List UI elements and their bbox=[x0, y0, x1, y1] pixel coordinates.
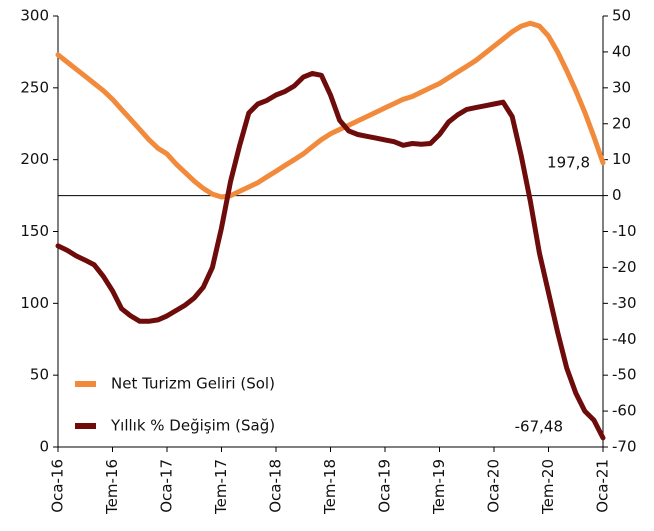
series-line bbox=[55, 71, 606, 441]
x-tick-label: Oca-21 bbox=[594, 459, 612, 513]
y2-tick-label: -20 bbox=[612, 258, 637, 276]
y2-tick-label: -60 bbox=[612, 402, 637, 420]
y-tick-label: 300 bbox=[20, 7, 49, 25]
y-tick-label: 0 bbox=[39, 438, 49, 456]
value-label: -67,48 bbox=[515, 417, 563, 435]
x-tick-label: Tem-17 bbox=[212, 459, 230, 515]
y2-tick-label: -10 bbox=[612, 222, 637, 240]
y2-tick-label: -70 bbox=[612, 438, 637, 456]
x-tick-label: Tem-20 bbox=[539, 459, 557, 515]
y-tick-label: 50 bbox=[30, 366, 49, 384]
x-tick-label: Tem-18 bbox=[321, 459, 339, 515]
y-tick-label: 100 bbox=[20, 294, 49, 312]
y2-tick-label: 20 bbox=[612, 114, 631, 132]
x-tick-label: Oca-19 bbox=[376, 459, 394, 513]
y2-tick-label: 0 bbox=[612, 186, 622, 204]
y2-tick-label: -50 bbox=[612, 366, 637, 384]
x-tick-label: Tem-19 bbox=[430, 459, 448, 515]
y2-tick-label: -40 bbox=[612, 330, 637, 348]
legend-label: Yıllık % Değişim (Sağ) bbox=[110, 417, 275, 435]
x-tick-label: Oca-18 bbox=[267, 459, 285, 513]
x-tick-label: Oca-17 bbox=[158, 459, 176, 513]
x-tick-label: Oca-16 bbox=[49, 459, 67, 513]
value-label: 197,8 bbox=[547, 153, 590, 171]
x-tick-label: Tem-16 bbox=[103, 459, 121, 515]
legend-label: Net Turizm Geliri (Sol) bbox=[111, 375, 275, 393]
y-tick-label: 250 bbox=[20, 78, 49, 96]
x-tick-label: Oca-20 bbox=[485, 459, 503, 513]
y2-tick-label: 50 bbox=[612, 7, 631, 25]
y-tick-label: 200 bbox=[20, 150, 49, 168]
y2-tick-label: 10 bbox=[612, 150, 631, 168]
y2-tick-label: -30 bbox=[612, 294, 637, 312]
y2-tick-label: 30 bbox=[612, 78, 631, 96]
series-line bbox=[55, 20, 606, 200]
y2-tick-label: 40 bbox=[612, 42, 631, 60]
y-tick-label: 150 bbox=[20, 222, 49, 240]
